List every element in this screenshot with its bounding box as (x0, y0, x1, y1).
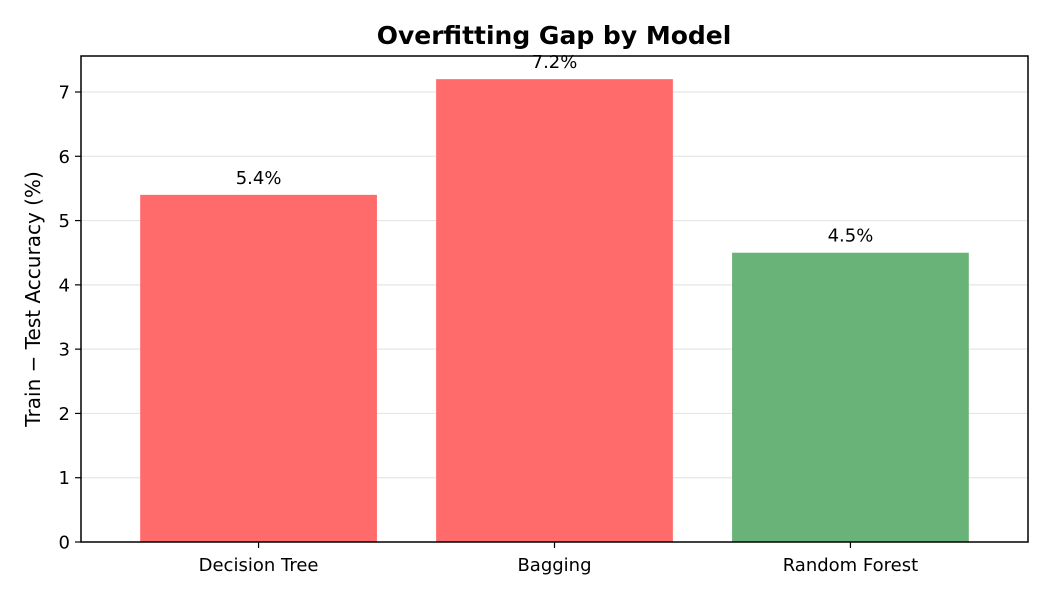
y-axis-label: Train − Test Accuracy (%) (21, 171, 45, 427)
x-tick-label: Bagging (517, 555, 591, 576)
y-tick-label: 1 (59, 468, 70, 489)
y-tick-label: 4 (59, 275, 70, 296)
x-axis: Decision Tree Bagging Random Forest (199, 542, 918, 576)
bar (732, 252, 969, 542)
bar-value-label: 5.4% (236, 168, 282, 189)
bar-value-label: 7.2% (532, 52, 578, 73)
y-tick-label: 0 (59, 533, 70, 554)
x-tick-label: Random Forest (783, 555, 918, 576)
y-tick-label: 2 (59, 404, 70, 425)
bar (140, 194, 377, 542)
y-tick-label: 6 (59, 147, 70, 168)
y-tick-label: 5 (59, 211, 70, 232)
x-tick-label: Decision Tree (199, 555, 319, 576)
y-tick-label: 3 (59, 340, 70, 361)
bar-value-label: 4.5% (828, 226, 874, 247)
data-labels: 5.4% 7.2% 4.5% (236, 52, 874, 247)
y-tick-label: 7 (59, 83, 70, 104)
y-axis: 0 1 2 3 4 5 6 7 (59, 83, 81, 554)
bars (140, 79, 969, 543)
chart-title: Overfitting Gap by Model (377, 21, 732, 50)
bar (436, 79, 673, 543)
